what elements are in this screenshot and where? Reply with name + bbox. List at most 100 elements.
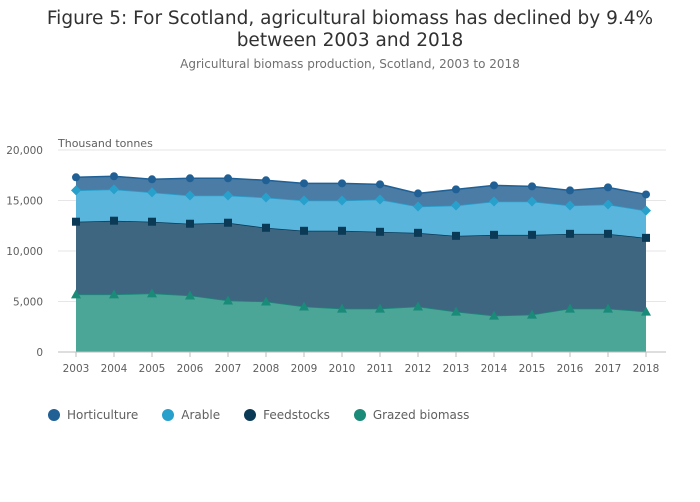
legend-label: Arable (181, 408, 221, 422)
area-layer (75, 175, 647, 352)
marker-feedstocks[interactable] (110, 216, 118, 225)
marker-grazed-biomass[interactable] (413, 301, 423, 311)
marker-feedstocks[interactable] (414, 228, 422, 237)
marker-feedstocks[interactable] (452, 231, 460, 240)
y-tick-label: 15,000 (6, 196, 43, 208)
area-horticulture (76, 176, 646, 211)
x-tick-label: 2014 (481, 363, 508, 375)
marker-arable[interactable] (413, 201, 423, 212)
marker-grazed-biomass[interactable] (527, 309, 537, 319)
marker-feedstocks[interactable] (642, 233, 650, 242)
y-tick-label: 5,000 (13, 297, 43, 309)
marker-grazed-biomass[interactable] (375, 303, 385, 313)
marker-arable[interactable] (261, 192, 271, 203)
marker-horticulture[interactable] (72, 173, 80, 182)
legend-item-feedstocks[interactable]: Feedstocks (244, 408, 330, 422)
marker-horticulture[interactable] (186, 174, 194, 183)
marker-feedstocks[interactable] (72, 217, 80, 226)
marker-grazed-biomass[interactable] (223, 295, 233, 305)
marker-arable[interactable] (223, 190, 233, 201)
marker-feedstocks[interactable] (148, 217, 156, 226)
marker-horticulture[interactable] (414, 189, 422, 198)
legend-label: Feedstocks (263, 408, 330, 422)
legend-item-grazed-biomass[interactable]: Grazed biomass (353, 408, 470, 422)
stacked-area-chart: 0 5,000 10,000 15,000 20,000 2003 2004 2005 2006… (6, 137, 666, 375)
marker-grazed-biomass[interactable] (299, 301, 309, 311)
y-tick-label: 20,000 (6, 145, 43, 157)
marker-grazed-biomass[interactable] (71, 289, 81, 299)
marker-horticulture[interactable] (642, 190, 650, 199)
marker-arable[interactable] (451, 200, 461, 211)
area-feedstocks (76, 220, 646, 316)
marker-horticulture[interactable] (148, 175, 156, 184)
marker-feedstocks[interactable] (604, 229, 612, 238)
x-tick-label: 2010 (329, 363, 356, 375)
marker-arable[interactable] (109, 184, 119, 195)
marker-grazed-biomass[interactable] (489, 310, 499, 320)
marker-feedstocks[interactable] (262, 223, 270, 232)
marker-horticulture[interactable] (224, 174, 232, 183)
marker-grazed-biomass[interactable] (603, 303, 613, 313)
marker-feedstocks[interactable] (224, 218, 232, 227)
marker-arable[interactable] (641, 205, 651, 216)
x-tick-label: 2007 (215, 363, 242, 375)
x-tick-label: 2018 (633, 363, 660, 375)
legend-label: Grazed biomass (372, 408, 470, 422)
marker-grazed-biomass[interactable] (147, 288, 157, 298)
marker-horticulture[interactable] (110, 172, 118, 181)
marker-horticulture[interactable] (566, 186, 574, 195)
marker-grazed-biomass[interactable] (261, 296, 271, 306)
marker-arable[interactable] (375, 194, 385, 205)
marker-arable[interactable] (565, 200, 575, 211)
area-grazed-biomass (76, 293, 646, 352)
marker-arable[interactable] (185, 190, 195, 201)
marker-feedstocks[interactable] (186, 219, 194, 228)
marker-arable[interactable] (489, 196, 499, 207)
marker-horticulture[interactable] (528, 182, 536, 191)
y-axis-unit-label: Thousand tonnes (57, 137, 153, 150)
x-tick-label: 2011 (367, 363, 394, 375)
x-tick-label: 2004 (101, 363, 128, 375)
y-tick-label: 0 (36, 347, 43, 359)
marker-feedstocks[interactable] (566, 229, 574, 238)
marker-feedstocks[interactable] (490, 230, 498, 239)
marker-feedstocks[interactable] (300, 226, 308, 235)
marker-arable[interactable] (299, 195, 309, 206)
marker-grazed-biomass[interactable] (185, 290, 195, 300)
line-horticulture (75, 175, 647, 196)
marker-feedstocks[interactable] (338, 226, 346, 235)
legend-item-horticulture[interactable]: Horticulture (48, 408, 138, 422)
x-tick-label: 2017 (595, 363, 622, 375)
marker-arable[interactable] (527, 196, 537, 207)
legend-swatch (162, 409, 175, 421)
y-tick-label: 10,000 (6, 246, 43, 258)
x-tick-label: 2012 (405, 363, 432, 375)
marker-grazed-biomass[interactable] (565, 303, 575, 313)
marker-horticulture[interactable] (300, 179, 308, 188)
marker-feedstocks[interactable] (376, 227, 384, 236)
marker-arable[interactable] (337, 195, 347, 206)
marker-arable[interactable] (71, 185, 81, 196)
marker-grazed-biomass[interactable] (337, 303, 347, 313)
marker-grazed-biomass[interactable] (641, 306, 651, 316)
x-tick-label: 2003 (63, 363, 90, 375)
marker-horticulture[interactable] (338, 179, 346, 188)
marker-arable[interactable] (147, 187, 157, 198)
x-tick-label: 2013 (443, 363, 470, 375)
marker-feedstocks[interactable] (528, 230, 536, 239)
marker-grazed-biomass[interactable] (451, 306, 461, 316)
x-tick-label: 2016 (557, 363, 584, 375)
legend-swatch (48, 409, 60, 421)
legend-item-arable[interactable]: Arable (162, 408, 220, 422)
marker-horticulture[interactable] (604, 183, 612, 192)
marker-horticulture[interactable] (490, 181, 498, 190)
x-tick-label: 2006 (177, 363, 204, 375)
marker-arable[interactable] (603, 199, 613, 210)
x-tick-label: 2005 (139, 363, 166, 375)
marker-horticulture[interactable] (262, 176, 270, 185)
legend-swatch (244, 409, 257, 421)
axes: 0 5,000 10,000 15,000 20,000 2003 2004 2005 2006… (6, 145, 666, 375)
marker-horticulture[interactable] (376, 180, 384, 189)
marker-horticulture[interactable] (452, 185, 460, 194)
marker-grazed-biomass[interactable] (109, 289, 119, 299)
